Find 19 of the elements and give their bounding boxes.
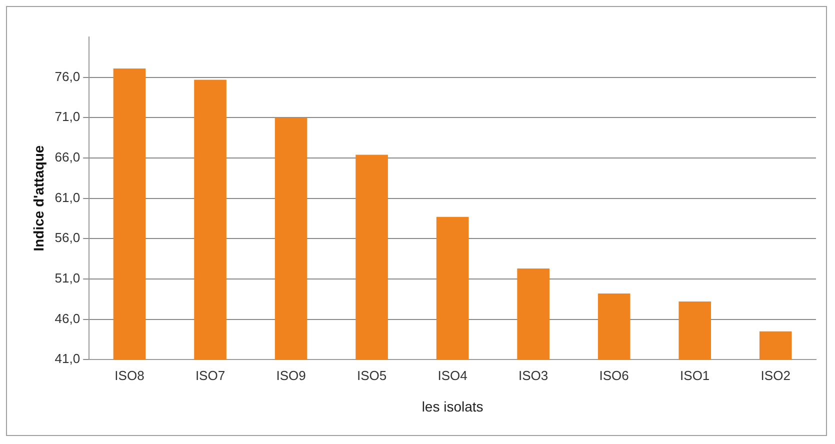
- x-tick-label: ISO3: [518, 368, 548, 383]
- y-tick-label: 46,0: [54, 310, 80, 326]
- x-axis-title: les isolats: [422, 398, 484, 414]
- y-tick-label: 51,0: [54, 270, 80, 286]
- x-tick-label: ISO4: [438, 368, 468, 383]
- y-tick-label: 56,0: [54, 230, 80, 246]
- y-tick-label: 76,0: [54, 68, 80, 84]
- x-tick-label: ISO2: [760, 368, 790, 383]
- y-tick-label: 66,0: [54, 150, 80, 165]
- y-tick-label: 61,0: [54, 190, 80, 205]
- y-tick-label: 71,0: [54, 109, 80, 124]
- x-tick-label: ISO1: [680, 368, 710, 383]
- x-tick-label: ISO6: [599, 368, 629, 383]
- x-tick-label: ISO9: [276, 368, 306, 383]
- x-tick-label: ISO7: [195, 368, 226, 383]
- x-tick-label: ISO8: [114, 368, 144, 383]
- x-tick-label: ISO5: [356, 368, 387, 383]
- y-axis-title: Indice d'attaque: [30, 145, 46, 252]
- y-tick-label: 41,0: [54, 351, 80, 366]
